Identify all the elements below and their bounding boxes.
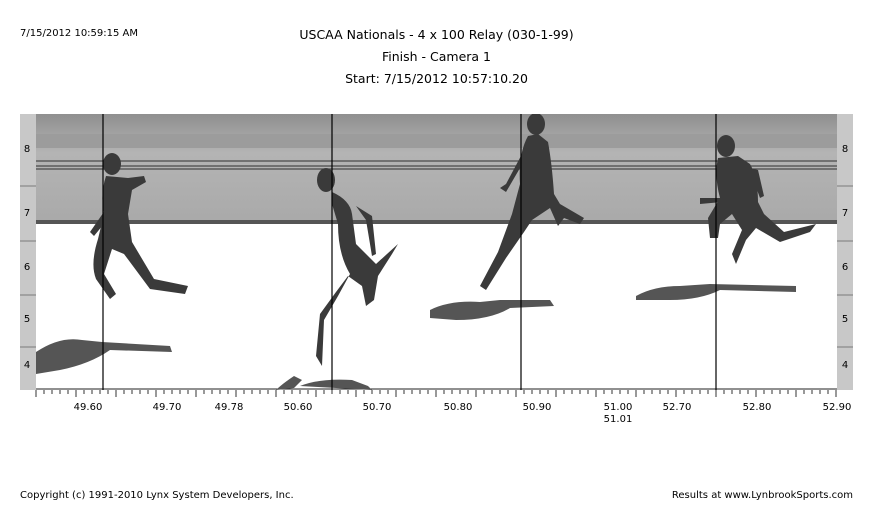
- lane-label: 4: [23, 360, 31, 371]
- title-block: USCAA Nationals - 4 x 100 Relay (030-1-9…: [0, 24, 873, 90]
- photo-finish-image: [20, 114, 853, 390]
- results-link-text: Results at www.LynbrookSports.com: [671, 490, 853, 501]
- time-tick-label: 49.78: [214, 402, 244, 413]
- lane-label: 7: [841, 208, 849, 219]
- track-edge: [36, 220, 837, 224]
- time-tick-label: 50.80: [443, 402, 473, 413]
- lane-strip-right: [837, 114, 853, 390]
- lane-dividers: [20, 185, 853, 348]
- lane-label: 6: [23, 262, 31, 273]
- finish-ground: [36, 224, 837, 390]
- time-tick-label: 51.00: [603, 402, 633, 413]
- runner-silhouette-2: [276, 168, 398, 390]
- time-tick-label: 50.70: [362, 402, 392, 413]
- lane-label: 8: [841, 144, 849, 155]
- runner-silhouette-4: [636, 135, 816, 300]
- time-cursor-lines: [102, 114, 717, 390]
- runner-silhouette-3: [430, 114, 584, 320]
- event-title: USCAA Nationals - 4 x 100 Relay (030-1-9…: [299, 27, 574, 42]
- lane-label: 5: [23, 314, 31, 325]
- time-tick-label: 50.90: [522, 402, 552, 413]
- time-tick-label: 52.70: [662, 402, 692, 413]
- capture-timestamp: 7/15/2012 10:59:15 AM: [20, 28, 139, 39]
- time-tick-label: 52.80: [742, 402, 772, 413]
- time-sub-label: 51.01: [603, 414, 633, 425]
- lane-lines: [36, 160, 837, 170]
- lane-label: 8: [23, 144, 31, 155]
- time-tick-label: 49.60: [73, 402, 103, 413]
- bottom-ticks: [35, 390, 837, 397]
- runner-silhouette-1: [36, 153, 188, 374]
- lane-label: 4: [841, 360, 849, 371]
- lane-label: 5: [841, 314, 849, 325]
- camera-label: Finish - Camera 1: [381, 49, 492, 64]
- time-tick-label: 50.60: [283, 402, 313, 413]
- time-tick-label: 49.70: [152, 402, 182, 413]
- copyright-text: Copyright (c) 1991-2010 Lynx System Deve…: [20, 490, 294, 501]
- track-band: [36, 134, 837, 148]
- start-time: Start: 7/15/2012 10:57:10.20: [345, 71, 528, 86]
- lane-label: 7: [23, 208, 31, 219]
- lane-strip-left: [20, 114, 36, 390]
- time-tick-label: 52.90: [822, 402, 852, 413]
- lane-label: 6: [841, 262, 849, 273]
